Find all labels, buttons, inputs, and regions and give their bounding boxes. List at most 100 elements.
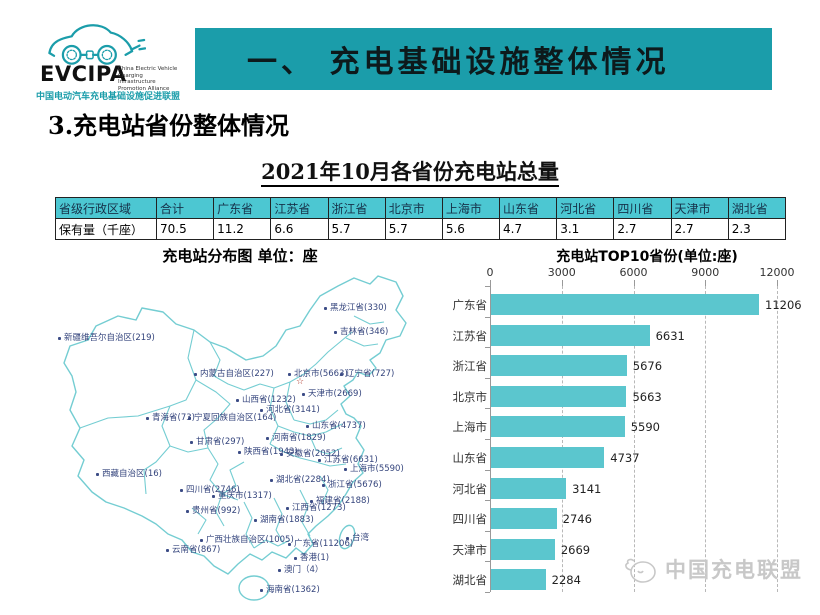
map-marker-dot-icon (254, 519, 257, 522)
map-marker-dot-icon (322, 484, 325, 487)
bar-value-label: 2746 (562, 512, 592, 527)
chart-y-axis (490, 286, 491, 592)
map-marker-dot-icon (288, 543, 291, 546)
bar (491, 447, 605, 468)
bar (491, 477, 567, 499)
map-marker-dot-icon (194, 373, 197, 376)
map-marker-dot-icon (270, 479, 273, 482)
bar-category-label: 四川省 (452, 512, 488, 527)
table-data-cell: 6.6 (270, 218, 329, 240)
map-marker-dot-icon (294, 557, 297, 560)
map-province-label: 上海市(5590) (350, 464, 404, 474)
table-header-cell: 广东省 (213, 197, 272, 219)
y-axis-tick-mark (485, 561, 490, 563)
map-marker-dot-icon (180, 489, 183, 492)
bar (491, 324, 650, 346)
bar (491, 355, 627, 377)
bar-value-label: 4737 (610, 451, 640, 465)
bar-value-label: 5676 (632, 359, 663, 374)
map-province-label: 江西省(1273) (292, 503, 346, 513)
x-axis-tick-label: 0 (486, 266, 494, 279)
map-province-label: 澳门（4） (284, 565, 324, 575)
map-province-label: 台湾 (352, 533, 370, 543)
table-data-cell: 2.3 (727, 218, 787, 240)
map-province-label: 山西省(1232) (242, 395, 296, 405)
map-marker-dot-icon (334, 331, 337, 334)
map-marker-dot-icon (212, 495, 215, 498)
table-row: 省级行政区域 合计 广东省 江苏省 浙江省 北京市 上海市 山东省 河北省 四川省 天津市 湖北省 (55, 197, 787, 219)
bar (491, 294, 759, 315)
table-header-cell: 浙江省 (327, 197, 386, 219)
bar-category-label: 浙江省 (452, 359, 488, 374)
map-marker-dot-icon (278, 569, 281, 572)
map-marker-dot-icon (288, 373, 291, 376)
bar-value-label: 5663 (632, 389, 662, 404)
table-header-cell: 山东省 (499, 197, 558, 219)
china-map: 新疆维吾尔自治区(219) 黑龙江省(330) 吉林省(346) 内蒙古自治区(227… (58, 268, 454, 615)
map-marker-dot-icon (58, 337, 61, 340)
map-province-label: 江苏省(6631) (324, 455, 378, 465)
y-axis-tick-mark (485, 469, 490, 471)
map-marker-dot-icon (96, 473, 99, 476)
bar-value-label: 11206 (765, 298, 802, 312)
y-axis-tick-mark (485, 286, 490, 287)
map-marker-dot-icon (260, 589, 263, 592)
table-data-cell: 5.6 (441, 218, 501, 240)
bar-category-label: 天津市 (452, 542, 488, 557)
map-province-label: 广西壮族自治区(1005) (206, 535, 294, 545)
bar (491, 385, 627, 407)
table-data-cell: 5.7 (384, 218, 443, 240)
map-province-label: 陕西省(1943) (244, 447, 298, 457)
y-axis-tick-mark (485, 592, 490, 593)
watermark-logo-icon (625, 558, 656, 583)
map-province-label: 香港(1) (300, 553, 330, 563)
y-axis-tick-mark (485, 530, 490, 532)
map-province-label: 福建省(2188) (316, 496, 370, 506)
map-title: 充电站分布图 单位：座 (162, 247, 318, 265)
map-marker-dot-icon (340, 373, 343, 376)
evcipa-car-logo-icon (48, 24, 146, 65)
y-axis-tick-mark (485, 439, 490, 440)
map-province-label: 四川省(2746) (186, 485, 240, 495)
bar-category-label: 上海市 (452, 420, 488, 435)
table-header-cell: 湖北省 (727, 197, 787, 219)
map-province-label: 新疆维吾尔自治区(219) (64, 333, 155, 343)
y-axis-tick-mark (485, 316, 490, 318)
table-header-cell: 江苏省 (270, 197, 329, 219)
map-marker-dot-icon (188, 417, 191, 420)
map-province-label: 西藏自治区(16) (102, 469, 162, 479)
page-title: 一、 充电基础设施整体情况 (247, 45, 670, 80)
table-data-cell: 70.5 (155, 218, 215, 240)
map-province-label: 甘肃省(297) (196, 437, 245, 447)
map-province-label: 重庆市(1317) (218, 491, 272, 501)
map-province-label: 河南省(1829) (272, 433, 326, 443)
x-axis-tick-mark (490, 280, 491, 286)
x-axis-tick-mark (777, 280, 778, 286)
x-axis-tick-label: 3000 (547, 266, 576, 279)
map-province-label: 海南省(1362) (266, 585, 320, 595)
bar (491, 538, 555, 560)
map-province-label: 吉林省(346) (340, 327, 389, 337)
table-header-cell: 合计 (155, 197, 215, 219)
y-axis-tick-mark (485, 347, 490, 349)
header-banner: 一、 充电基础设施整体情况 (195, 28, 772, 90)
table-data-cell: 2.7 (670, 218, 729, 240)
map-province-label: 宁夏回族自治区(164) (194, 413, 277, 423)
map-marker-dot-icon (286, 507, 289, 510)
map-province-label: 黑龙江省(330) (330, 303, 387, 313)
map-province-label: 湖南省(1883) (260, 515, 314, 525)
table-title: 2021年10月各省份充电站总量 (0, 156, 820, 187)
x-axis-tick-mark (633, 280, 635, 286)
logo-subtitle: 中国电动汽车充电基础设施促进联盟 (36, 92, 181, 102)
bar (491, 569, 546, 591)
map-province-label: 天津市(2669) (308, 389, 362, 399)
map-province-label: 青海省(73) (152, 413, 195, 423)
table-data-cell: 4.7 (499, 218, 558, 240)
map-province-label: 安徽省(2052) (286, 449, 340, 459)
table-data-cell: 2.7 (613, 218, 672, 240)
y-axis-tick-mark (485, 377, 490, 379)
table-header-cell: 四川省 (613, 197, 672, 219)
map-marker-dot-icon (346, 537, 349, 540)
bar-category-label: 广东省 (452, 298, 488, 312)
map-province-label: 内蒙古自治区(227) (200, 369, 274, 379)
